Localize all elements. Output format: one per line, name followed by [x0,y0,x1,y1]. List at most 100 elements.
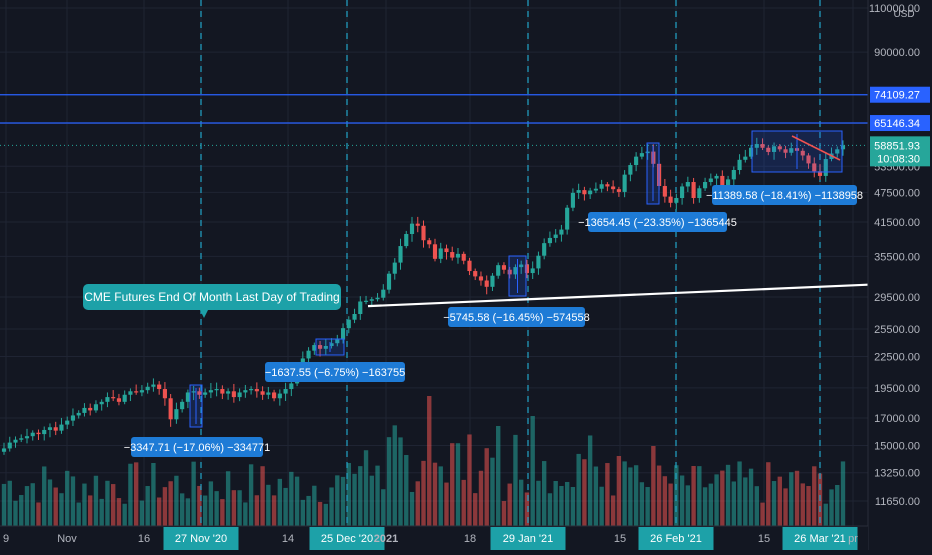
volume-bar [179,493,185,526]
candle-body [519,264,524,268]
y-tick-label: 29500.00 [874,292,920,304]
candle-body [800,150,805,156]
volume-bar [823,503,828,526]
x-tick-label: 25 Dec '20 [321,533,373,545]
candle-body [381,289,386,298]
volume-bar [731,481,736,526]
volume-bar [300,499,306,526]
volume-bar [162,487,168,526]
candle-body [524,264,530,274]
candle-body [697,188,702,199]
y-tick-label: 15000.00 [874,441,920,453]
candle-body [162,389,167,399]
candle-body [668,196,673,203]
volume-bar [133,462,139,526]
x-tick-label: 27 Nov '20 [175,533,227,545]
candle-body [30,432,35,437]
volume-bar [789,472,794,526]
annotation-callout-pointer [200,310,208,318]
candle-body [450,252,455,258]
volume-bar [679,475,685,526]
candle-body [714,175,719,179]
volume-bar [616,456,622,526]
candle-body [168,398,173,420]
candle-body [588,190,593,195]
candle-body [88,407,93,411]
volume-bar [404,455,409,526]
volume-bar [254,495,260,526]
volume-bar [771,481,777,526]
candle-body [358,301,363,315]
candle-body [82,407,87,413]
candle-body [599,184,604,189]
candle-body [662,186,667,197]
x-tick-highlight [490,527,566,550]
candle-body [708,178,713,183]
volume-bar [266,484,271,526]
candle-body [53,427,58,431]
volume-bar [122,503,127,526]
volume-bar [323,503,328,526]
y-tick-label: 11650.00 [875,496,920,508]
candle-body [639,153,644,157]
volume-bar [656,465,662,526]
y-tick-label: 13250.00 [874,468,920,480]
current-price-label: 58851.93 [874,140,920,152]
time-axis[interactable] [0,526,868,550]
candle-body [346,319,351,329]
volume-bar [564,481,570,526]
x-tick-label: 18 [464,533,476,545]
candle-body [432,244,438,259]
candle-body [421,225,426,241]
candle-body [840,145,846,150]
candle-body [490,275,495,287]
volume-bar [220,499,225,526]
candle-body [674,198,679,203]
candle-body [151,384,156,387]
candle-body [323,345,328,349]
candle-body [386,273,392,290]
measure-label-box [131,437,263,457]
volume-bar [82,483,87,526]
volume-bar [835,484,840,526]
candle-body [363,300,369,302]
candle-body [628,165,633,175]
volume-bar [174,475,179,526]
volume-bar [202,495,208,526]
volume-bar [668,483,673,526]
volume-bar [748,468,754,526]
x-tick-label: pr [848,533,858,545]
volume-bar [375,465,380,526]
candle-body [478,276,484,281]
volume-bar [427,396,432,526]
volume-bar [168,481,173,526]
candle-body [731,169,736,180]
candle-body [220,389,225,394]
candle-body [254,389,259,392]
candle-body [455,253,461,258]
candle-body [47,427,53,430]
volume-bar [541,461,547,526]
volume-bar [725,464,731,526]
x-tick-label: Nov [57,533,77,545]
candle-body [335,339,340,344]
volume-bar [840,461,846,526]
volume-bar [553,480,558,526]
volume-bar [317,501,323,526]
volume-bar [720,470,725,526]
candle-body [725,179,731,187]
volume-bar [88,495,93,526]
volume-bar [231,490,237,526]
candle-body [65,420,70,425]
volume-bar [128,463,133,526]
y-tick-label: 35500.00 [874,251,920,263]
volume-bar [42,466,47,526]
candle-body [19,438,24,440]
volume-bar [7,480,12,526]
annotation-text: CME Futures End Of Month Last Day of Tra… [84,290,339,304]
volume-bar [622,461,627,526]
volume-bar [651,446,656,526]
